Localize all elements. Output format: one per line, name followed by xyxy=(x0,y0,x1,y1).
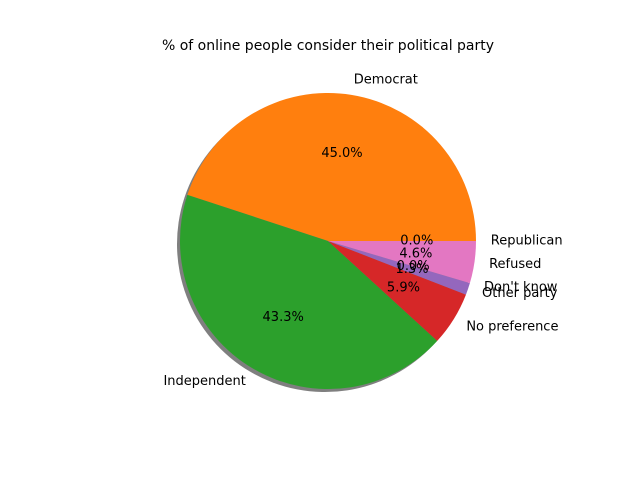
chart-title: % of online people consider their politi… xyxy=(162,38,494,54)
pct-no-preference: 5.9% xyxy=(387,280,420,295)
slice-labels: Republican Democrat Independent No preferen… xyxy=(163,73,562,389)
label-other-party: Other party xyxy=(482,286,558,301)
label-democrat: Democrat xyxy=(354,73,418,88)
slice-democrat xyxy=(187,93,476,241)
label-independent: Independent xyxy=(163,374,245,389)
label-refused: Refused xyxy=(489,257,541,272)
slice-other-party xyxy=(328,241,470,295)
pct-other-party: 1.3% xyxy=(396,262,429,277)
slice-independent xyxy=(179,194,438,390)
percent-labels: 0.0%45.0%43.3%5.9%1.3%0.0%4.6% xyxy=(263,146,434,325)
slice-no-preference xyxy=(328,241,466,341)
label-don-t-know: Don't know xyxy=(484,280,558,295)
pct-democrat: 45.0% xyxy=(321,146,362,161)
pct-don-t-know: 0.0% xyxy=(397,259,430,274)
pct-republican: 0.0% xyxy=(400,234,433,249)
label-republican: Republican xyxy=(491,234,563,249)
pie-slices xyxy=(179,93,476,390)
pct-refused: 4.6% xyxy=(399,246,432,261)
pct-independent: 43.3% xyxy=(263,310,304,325)
slice-refused xyxy=(328,241,476,284)
label-no-preference: No preference xyxy=(466,319,558,334)
